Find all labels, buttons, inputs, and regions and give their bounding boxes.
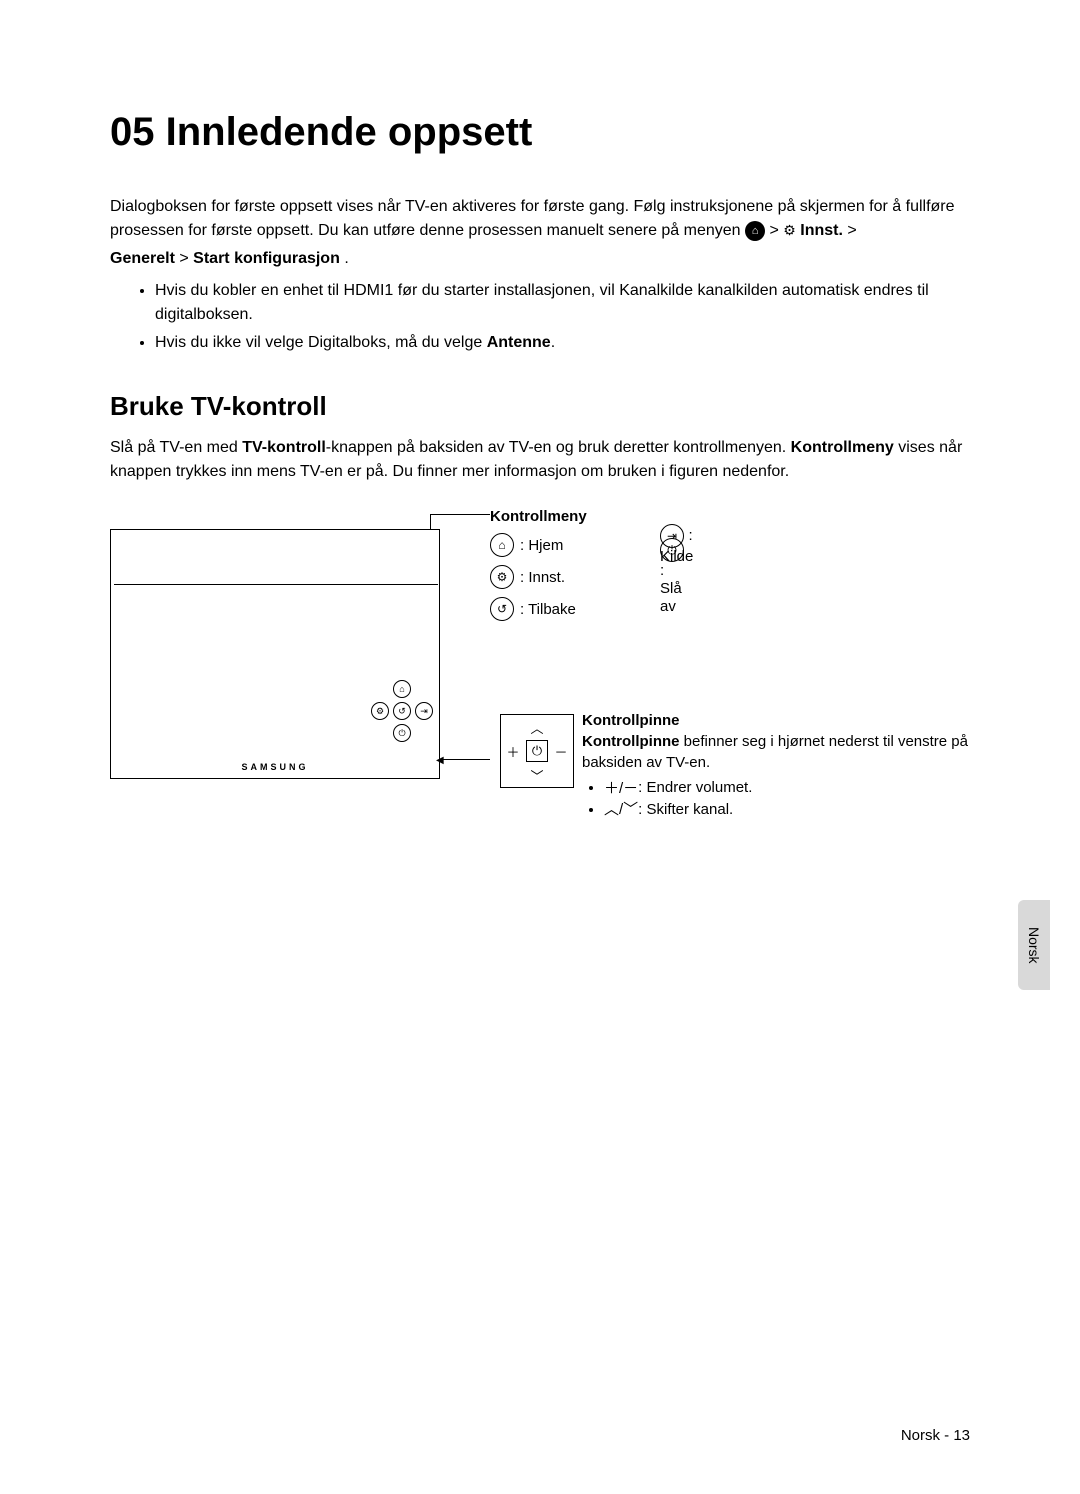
- kp-list: ＋/－: Endrer volumet. ︿/﹀: Skifter kanal.: [582, 777, 972, 820]
- language-side-tab: Norsk: [1018, 900, 1050, 990]
- intro-paragraph-2: Generelt > Start konfigurasjon .: [110, 247, 970, 271]
- power-icon: ⏻: [660, 538, 684, 562]
- leader-line: [430, 514, 431, 529]
- km-label: : Tilbake: [520, 601, 576, 618]
- home-icon: ⌂: [490, 533, 514, 557]
- panel-btn-icon: ⏻: [393, 724, 411, 742]
- section-heading: Bruke TV-kontroll: [110, 391, 970, 422]
- panel-btn-icon: ⚙: [371, 702, 389, 720]
- km-row: ↺ : Tilbake: [490, 597, 587, 621]
- t: Slå på TV-en med: [110, 439, 242, 456]
- gear-icon: ⚙: [783, 222, 796, 238]
- minus-icon: －: [554, 742, 567, 761]
- t: TV-kontroll: [242, 439, 326, 456]
- leader-arrowhead: ◀: [436, 755, 444, 766]
- power-center-icon: ⏻: [526, 740, 548, 762]
- sep: >: [847, 222, 856, 239]
- innst-label: Innst.: [800, 222, 843, 239]
- kontrollpinne-block: Kontrollpinne Kontrollpinne befinner seg…: [582, 712, 972, 820]
- leader-line: [440, 759, 490, 760]
- startkonfig-label: Start konfigurasjon: [193, 250, 340, 267]
- km-row: ⌂ : Hjem ⇥ : Kilde: [490, 533, 587, 557]
- panel-btn-icon: ⇥: [415, 702, 433, 720]
- settings-icon: ⚙: [490, 565, 514, 589]
- kp-list-item: ︿/﹀: Skifter kanal.: [604, 799, 972, 821]
- page-footer: Norsk - 13: [901, 1427, 970, 1444]
- intro-bullets: Hvis du kobler en enhet til HDMI1 før du…: [110, 279, 970, 355]
- kp-bold: Kontrollpinne: [582, 733, 680, 750]
- down-icon: ﹀: [530, 766, 543, 785]
- kp-li-text: : Skifter kanal.: [638, 801, 733, 818]
- control-stick-diagram: ︿ ＋ ⏻ － ﹀: [500, 714, 574, 788]
- tv-illustration: SAMSUNG ⌂ ⚙↺⇥ ⏻: [110, 529, 440, 789]
- bullet-item: Hvis du ikke vil velge Digitalboks, må d…: [155, 331, 970, 355]
- panel-btn-icon: ↺: [393, 702, 411, 720]
- section-paragraph: Slå på TV-en med TV-kontroll-knappen på …: [110, 436, 970, 484]
- t: -knappen på baksiden av TV-en og bruk de…: [326, 439, 791, 456]
- bullet-end: .: [551, 334, 555, 351]
- bullet-item: Hvis du kobler en enhet til HDMI1 før du…: [155, 279, 970, 327]
- tv-line: [114, 584, 438, 585]
- bullet-bold: Antenne: [487, 334, 551, 351]
- kp-list-item: ＋/－: Endrer volumet.: [604, 777, 972, 799]
- kontrollmeny-title: Kontrollmeny: [490, 508, 587, 525]
- plus-icon: ＋: [506, 742, 519, 761]
- panel-btn-icon: ⌂: [393, 680, 411, 698]
- tv-screen: SAMSUNG ⌂ ⚙↺⇥ ⏻: [110, 529, 440, 779]
- kp-li-text: : Endrer volumet.: [638, 779, 752, 796]
- km-label: : Innst.: [520, 569, 565, 586]
- period: .: [344, 250, 348, 267]
- intro-paragraph: Dialogboksen for første oppsett vises nå…: [110, 195, 970, 243]
- up-icon: ︿: [530, 718, 543, 737]
- tv-button-panel: ⌂ ⚙↺⇥ ⏻: [371, 680, 433, 742]
- sep: >: [769, 222, 783, 239]
- km-label: : Slå av: [660, 562, 682, 615]
- diagram: SAMSUNG ⌂ ⚙↺⇥ ⏻ ◀ Kontrollmeny ⌂ : Hjem …: [110, 514, 970, 824]
- page-title: 05 Innledende oppsett: [110, 110, 970, 155]
- kontrollpinne-title: Kontrollpinne: [582, 712, 972, 729]
- volume-glyph: ＋/－: [604, 778, 638, 799]
- kontrollpinne-text: Kontrollpinne befinner seg i hjørnet ned…: [582, 731, 972, 773]
- side-tab-label: Norsk: [1026, 927, 1042, 964]
- home-icon: ⌂: [745, 221, 765, 241]
- channel-glyph: ︿/﹀: [604, 799, 638, 820]
- tv-logo: SAMSUNG: [241, 762, 308, 772]
- kontrollmeny-block: Kontrollmeny ⌂ : Hjem ⇥ : Kilde ⚙ : Inns…: [490, 508, 587, 629]
- leader-line: [430, 514, 490, 515]
- km-label: : Hjem: [520, 537, 563, 554]
- generelt-label: Generelt: [110, 250, 175, 267]
- bullet-text: Hvis du ikke vil velge Digitalboks, må d…: [155, 334, 487, 351]
- t: Kontrollmeny: [791, 439, 894, 456]
- sep: >: [179, 250, 193, 267]
- back-icon: ↺: [490, 597, 514, 621]
- km-row: ⚙ : Innst. ⏻ : Slå av: [490, 565, 587, 589]
